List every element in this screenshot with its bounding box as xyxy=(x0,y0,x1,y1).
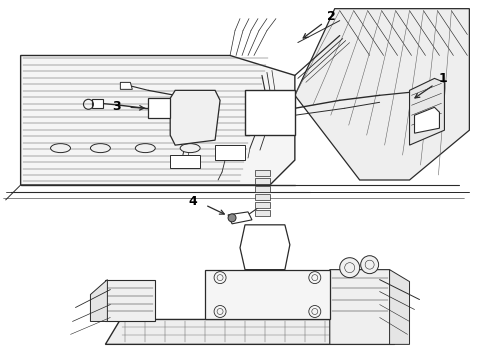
Polygon shape xyxy=(410,78,444,145)
Circle shape xyxy=(340,258,360,278)
Text: 4: 4 xyxy=(189,195,197,208)
Circle shape xyxy=(214,272,226,284)
Circle shape xyxy=(214,306,226,318)
Polygon shape xyxy=(105,280,155,321)
Polygon shape xyxy=(91,280,107,321)
Circle shape xyxy=(309,306,321,318)
Text: 3: 3 xyxy=(112,100,121,113)
Polygon shape xyxy=(255,186,270,192)
Polygon shape xyxy=(390,270,410,345)
Circle shape xyxy=(361,256,379,274)
Polygon shape xyxy=(255,202,270,208)
Polygon shape xyxy=(170,90,220,145)
Ellipse shape xyxy=(91,144,110,153)
Circle shape xyxy=(309,272,321,284)
Polygon shape xyxy=(295,9,469,180)
Text: 2: 2 xyxy=(327,10,336,23)
Ellipse shape xyxy=(50,144,71,153)
Polygon shape xyxy=(255,170,270,176)
Text: 1: 1 xyxy=(438,72,447,85)
Ellipse shape xyxy=(135,144,155,153)
Polygon shape xyxy=(105,319,394,345)
Polygon shape xyxy=(255,194,270,200)
Polygon shape xyxy=(121,82,132,89)
Polygon shape xyxy=(330,270,394,345)
Polygon shape xyxy=(255,210,270,216)
Polygon shape xyxy=(245,90,295,135)
Polygon shape xyxy=(170,155,200,168)
Polygon shape xyxy=(255,178,270,184)
Polygon shape xyxy=(93,99,103,108)
Polygon shape xyxy=(215,145,245,160)
Circle shape xyxy=(228,214,236,222)
Polygon shape xyxy=(415,107,440,133)
Polygon shape xyxy=(240,225,290,270)
Polygon shape xyxy=(148,98,170,118)
Polygon shape xyxy=(205,270,330,319)
Polygon shape xyxy=(228,212,252,224)
Polygon shape xyxy=(21,55,295,185)
Ellipse shape xyxy=(180,144,200,153)
